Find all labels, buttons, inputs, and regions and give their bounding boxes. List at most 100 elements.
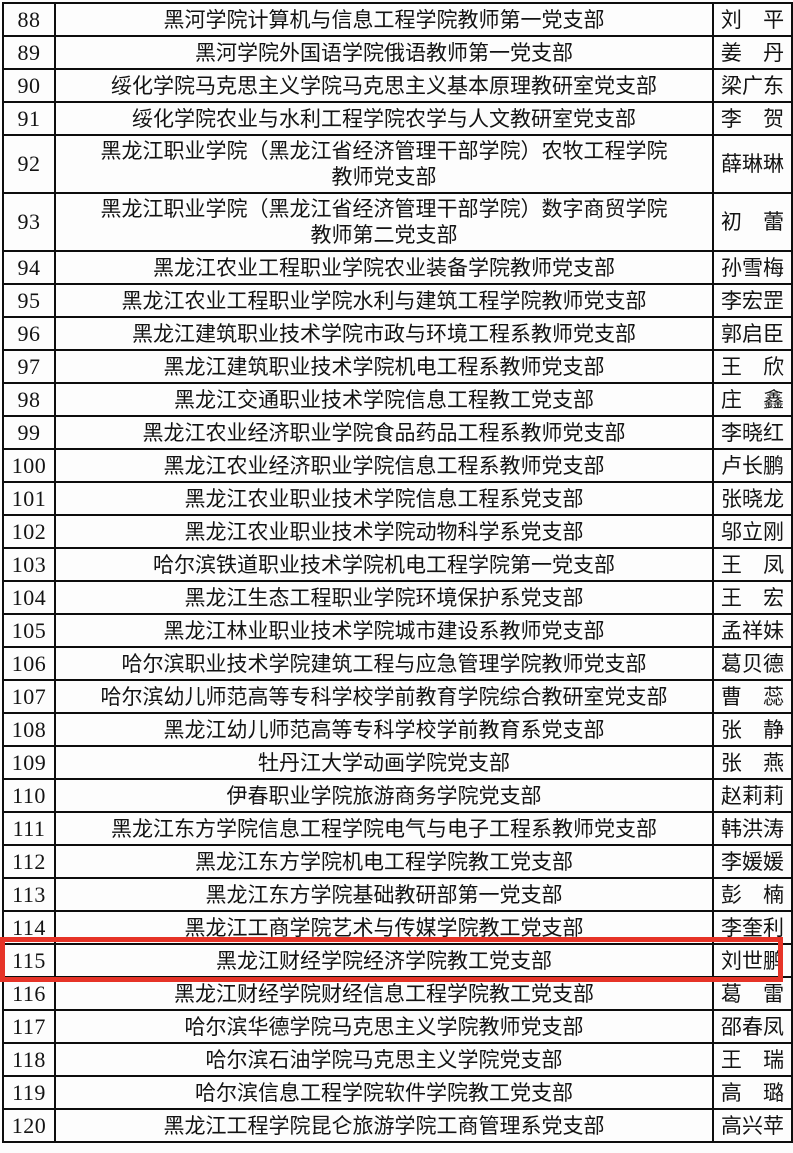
row-number: 95 xyxy=(2,283,56,318)
row-number: 90 xyxy=(2,68,56,103)
row-number: 113 xyxy=(2,877,56,912)
table-row: 110 伊春职业学院旅游商务学院党支部 赵莉莉 xyxy=(2,778,793,813)
row-number: 93 xyxy=(2,192,56,252)
table-row: 109 牡丹江大学动画学院党支部 张 燕 xyxy=(2,745,793,780)
row-number: 104 xyxy=(2,580,56,615)
branch-name: 黑龙江农业经济职业学院食品药品工程系教师党支部 xyxy=(54,415,714,450)
row-number: 99 xyxy=(2,415,56,450)
person-name: 赵莉莉 xyxy=(712,778,793,813)
table-row: 91 绥化学院农业与水利工程学院农学与人文教研室党支部 李 贺 xyxy=(2,101,793,136)
branch-name: 黑龙江职业学院（黑龙江省经济管理干部学院）数字商贸学院 教师第二党支部 xyxy=(54,192,714,252)
table-row: 106 哈尔滨职业技术学院建筑工程与应急管理学院教师党支部 葛贝德 xyxy=(2,646,793,681)
row-number: 91 xyxy=(2,101,56,136)
person-name: 郭启臣 xyxy=(712,316,793,351)
table-row: 96 黑龙江建筑职业技术学院市政与环境工程系教师党支部 郭启臣 xyxy=(2,316,793,351)
person-name: 姜 丹 xyxy=(712,35,793,70)
table-row: 120 黑龙江工程学院昆仑旅游学院工商管理系党支部 高兴苹 xyxy=(2,1108,793,1143)
person-name: 彭 楠 xyxy=(712,877,793,912)
branch-name: 伊春职业学院旅游商务学院党支部 xyxy=(54,778,714,813)
person-name: 王 凤 xyxy=(712,547,793,582)
person-name: 孟祥妹 xyxy=(712,613,793,648)
table-row: 99 黑龙江农业经济职业学院食品药品工程系教师党支部 李晓红 xyxy=(2,415,793,450)
table-row: 117 哈尔滨华德学院马克思主义学院教师党支部 邵春凤 xyxy=(2,1009,793,1044)
branch-name: 哈尔滨华德学院马克思主义学院教师党支部 xyxy=(54,1009,714,1044)
table-row: 114 黑龙江工商学院艺术与传媒学院教工党支部 李奎利 xyxy=(2,910,793,945)
table-row: 113 黑龙江东方学院基础教研部第一党支部 彭 楠 xyxy=(2,877,793,912)
row-number: 98 xyxy=(2,382,56,417)
person-name: 李晓红 xyxy=(712,415,793,450)
table-row: 90 绥化学院马克思主义学院马克思主义基本原理教研室党支部 梁广东 xyxy=(2,68,793,103)
row-number: 115 xyxy=(2,943,56,978)
row-number: 110 xyxy=(2,778,56,813)
table-row: 107 哈尔滨幼儿师范高等专科学校学前教育学院综合教研室党支部 曹 蕊 xyxy=(2,679,793,714)
person-name: 庄 鑫 xyxy=(712,382,793,417)
row-number: 101 xyxy=(2,481,56,516)
person-name: 张 静 xyxy=(712,712,793,747)
person-name: 刘世鹏 xyxy=(712,943,793,978)
person-name: 高 璐 xyxy=(712,1075,793,1110)
row-number: 111 xyxy=(2,811,56,846)
branch-name: 黑龙江东方学院基础教研部第一党支部 xyxy=(54,877,714,912)
table-row: 116 黑龙江财经学院财经信息工程学院教工党支部 葛 雷 xyxy=(2,976,793,1011)
row-number: 112 xyxy=(2,844,56,879)
person-name: 刘 平 xyxy=(712,2,793,37)
branch-name: 黑河学院计算机与信息工程学院教师第一党支部 xyxy=(54,2,714,37)
table-row: 115 黑龙江财经学院经济学院教工党支部 刘世鹏 xyxy=(2,943,793,978)
table-row: 102 黑龙江农业职业技术学院动物科学系党支部 邬立刚 xyxy=(2,514,793,549)
person-name: 张晓龙 xyxy=(712,481,793,516)
table-row: 105 黑龙江林业职业技术学院城市建设系教师党支部 孟祥妹 xyxy=(2,613,793,648)
table-row: 93 黑龙江职业学院（黑龙江省经济管理干部学院）数字商贸学院 教师第二党支部 初… xyxy=(2,192,793,252)
branch-name: 哈尔滨石油学院马克思主义学院党支部 xyxy=(54,1042,714,1077)
branch-name: 黑龙江农业职业技术学院动物科学系党支部 xyxy=(54,514,714,549)
person-name: 李宏罡 xyxy=(712,283,793,318)
branch-name: 黑龙江建筑职业技术学院市政与环境工程系教师党支部 xyxy=(54,316,714,351)
person-name: 邵春凤 xyxy=(712,1009,793,1044)
person-name: 梁广东 xyxy=(712,68,793,103)
branch-name: 黑龙江财经学院财经信息工程学院教工党支部 xyxy=(54,976,714,1011)
branch-name: 哈尔滨幼儿师范高等专科学校学前教育学院综合教研室党支部 xyxy=(54,679,714,714)
table-row: 111 黑龙江东方学院信息工程学院电气与电子工程系教师党支部 韩洪涛 xyxy=(2,811,793,846)
branch-name: 哈尔滨信息工程学院软件学院教工党支部 xyxy=(54,1075,714,1110)
branch-name: 黑龙江工程学院昆仑旅游学院工商管理系党支部 xyxy=(54,1108,714,1143)
branch-name: 黑龙江生态工程职业学院环境保护系党支部 xyxy=(54,580,714,615)
person-name: 薛琳琳 xyxy=(712,134,793,194)
table-row: 108 黑龙江幼儿师范高等专科学校学前教育系党支部 张 静 xyxy=(2,712,793,747)
person-name: 葛贝德 xyxy=(712,646,793,681)
row-number: 120 xyxy=(2,1108,56,1143)
row-number: 108 xyxy=(2,712,56,747)
person-name: 张 燕 xyxy=(712,745,793,780)
table-row: 118 哈尔滨石油学院马克思主义学院党支部 王 瑞 xyxy=(2,1042,793,1077)
row-number: 100 xyxy=(2,448,56,483)
row-number: 109 xyxy=(2,745,56,780)
row-number: 118 xyxy=(2,1042,56,1077)
person-name: 卢长鹏 xyxy=(712,448,793,483)
person-name: 葛 雷 xyxy=(712,976,793,1011)
branch-name: 黑龙江财经学院经济学院教工党支部 xyxy=(54,943,714,978)
branch-name: 黑龙江东方学院机电工程学院教工党支部 xyxy=(54,844,714,879)
table-row: 97 黑龙江建筑职业技术学院机电工程系教师党支部 王 欣 xyxy=(2,349,793,384)
row-number: 107 xyxy=(2,679,56,714)
branch-name: 黑龙江农业工程职业学院水利与建筑工程学院教师党支部 xyxy=(54,283,714,318)
person-name: 王 宏 xyxy=(712,580,793,615)
table-row: 98 黑龙江交通职业技术学院信息工程教工党支部 庄 鑫 xyxy=(2,382,793,417)
person-name: 李媛媛 xyxy=(712,844,793,879)
row-number: 106 xyxy=(2,646,56,681)
branch-name: 哈尔滨铁道职业技术学院机电工程学院第一党支部 xyxy=(54,547,714,582)
branch-name: 黑龙江工商学院艺术与传媒学院教工党支部 xyxy=(54,910,714,945)
table-row: 88 黑河学院计算机与信息工程学院教师第一党支部 刘 平 xyxy=(2,2,793,37)
branch-name: 黑龙江幼儿师范高等专科学校学前教育系党支部 xyxy=(54,712,714,747)
row-number: 88 xyxy=(2,2,56,37)
table-row: 94 黑龙江农业工程职业学院农业装备学院教师党支部 孙雪梅 xyxy=(2,250,793,285)
person-name: 李 贺 xyxy=(712,101,793,136)
row-number: 116 xyxy=(2,976,56,1011)
row-number: 119 xyxy=(2,1075,56,1110)
row-number: 103 xyxy=(2,547,56,582)
branch-name: 黑龙江农业工程职业学院农业装备学院教师党支部 xyxy=(54,250,714,285)
row-number: 94 xyxy=(2,250,56,285)
table-row: 100 黑龙江农业经济职业学院信息工程系教师党支部 卢长鹏 xyxy=(2,448,793,483)
branch-name: 黑河学院外国语学院俄语教师第一党支部 xyxy=(54,35,714,70)
branch-name: 黑龙江交通职业技术学院信息工程教工党支部 xyxy=(54,382,714,417)
row-number: 117 xyxy=(2,1009,56,1044)
